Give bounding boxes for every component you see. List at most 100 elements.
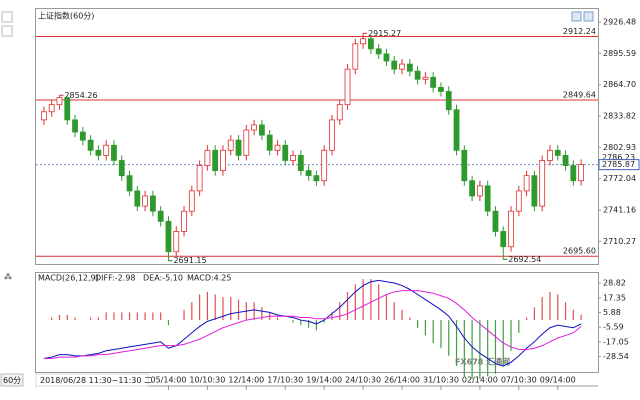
candle-body [321,149,328,182]
candle-body [461,149,468,182]
candle-body [290,154,296,161]
candle-body [297,154,304,171]
marker-price-label: 2786.23 [602,153,635,162]
candle-body [103,144,110,156]
candle-body [578,164,585,182]
candle-body [352,43,359,70]
x-tick-label: 05/14:00 [150,376,186,385]
candle-body [539,160,546,207]
candle-body [196,165,203,192]
y-tick-label: 2926.48 [603,17,636,26]
candle-body [56,97,63,106]
legend-entry: DIFF:-2.98 [95,274,136,283]
x-tick-label: 24/10:30 [345,376,381,385]
x-tick-label: 07/10:30 [501,376,537,385]
x-tick-label: 31/10:30 [423,376,459,385]
candle-body [126,175,133,192]
chart-title: 上证指数 [38,11,70,21]
candle-body [492,210,499,232]
candle-body [235,139,242,156]
tool-icon[interactable] [1,11,13,23]
candle-body [554,149,561,156]
x-tick-label: 17/10:30 [267,376,303,385]
macd-frame [35,272,599,373]
candle-body [95,149,102,156]
candle-body [469,180,476,197]
y-tick-label: 2741.16 [603,205,636,214]
candle-body [227,139,234,151]
candle-body [48,104,55,113]
chart-subtitle: (60分) [70,12,94,21]
y-tick-label: -28.54 [603,352,629,361]
candle-body [438,87,444,92]
candle-body [523,175,530,192]
candle-body [134,190,141,207]
x-tick-label: 26/14:00 [384,376,420,385]
candle-body [266,134,273,151]
left-tools: ⁂ [1,11,13,282]
macd-line [43,290,582,359]
macd-icon: ⁂ [4,272,12,282]
price-frame [35,8,599,265]
y-tick-label: 2895.59 [603,49,636,58]
candle-body [181,210,187,232]
candle-body [484,185,491,212]
x-tick-label: 12/14:00 [228,376,264,385]
candle-body [329,119,335,151]
candle-body [570,165,577,182]
candle-body [305,170,312,177]
y-tick-label: 2833.82 [603,111,636,120]
y-tick-label: 2802.93 [603,143,636,152]
x-tick-label: 09/14:00 [540,376,576,385]
candle-body [212,149,219,171]
low-label: 2691.15 [173,256,206,265]
candle-body [562,154,569,166]
y-tick-label: 2772.04 [603,174,636,183]
candle-body [367,38,374,50]
candle-body [399,63,405,70]
candle-body [165,220,172,253]
candle-body [72,119,78,133]
y-tick-label: -5.59 [603,323,624,332]
last-price-label: 2785.87 [602,160,635,169]
candle-body [313,175,320,182]
candle-body [344,68,351,106]
candle-body [258,124,265,136]
x-tick-label: 10/10:30 [189,376,225,385]
tool-icon[interactable] [1,25,13,37]
candle-body [251,124,258,131]
candle-body [508,210,514,248]
tool-button[interactable] [583,11,594,22]
candle-body [220,149,226,171]
period-button[interactable] [0,373,24,387]
candle-body [547,149,553,161]
candle-body [430,76,437,88]
candle-body [87,139,94,151]
tool-button[interactable] [571,11,582,22]
candle-body [173,231,180,253]
reference-label: 2849.64 [563,90,596,99]
y-tick-label: 17.35 [603,293,626,302]
candle-body [188,190,195,212]
candle-body [515,190,522,212]
watermark: FX678 汇通网 [455,357,510,367]
candle-body [391,60,398,70]
candle-body [360,38,367,45]
reference-label: 2912.24 [563,27,596,36]
candle-body [500,231,507,248]
candle-body [445,91,452,111]
y-tick-label: 5.88 [603,308,621,317]
date-box [35,373,149,387]
candle-body [406,63,413,72]
candle-body [111,144,117,161]
candle-body [375,48,382,55]
candle-body [274,144,281,151]
y-tick-label: 2864.70 [603,80,636,89]
candle-body [64,97,71,121]
y-tick-label: 28.82 [603,279,626,288]
date-label: 2018/06/28 11:30~11:30 二 [40,376,152,385]
low-label: 2692.54 [508,255,541,264]
candle-body [453,109,460,151]
candle-body [79,131,86,141]
candle-body [157,210,164,222]
